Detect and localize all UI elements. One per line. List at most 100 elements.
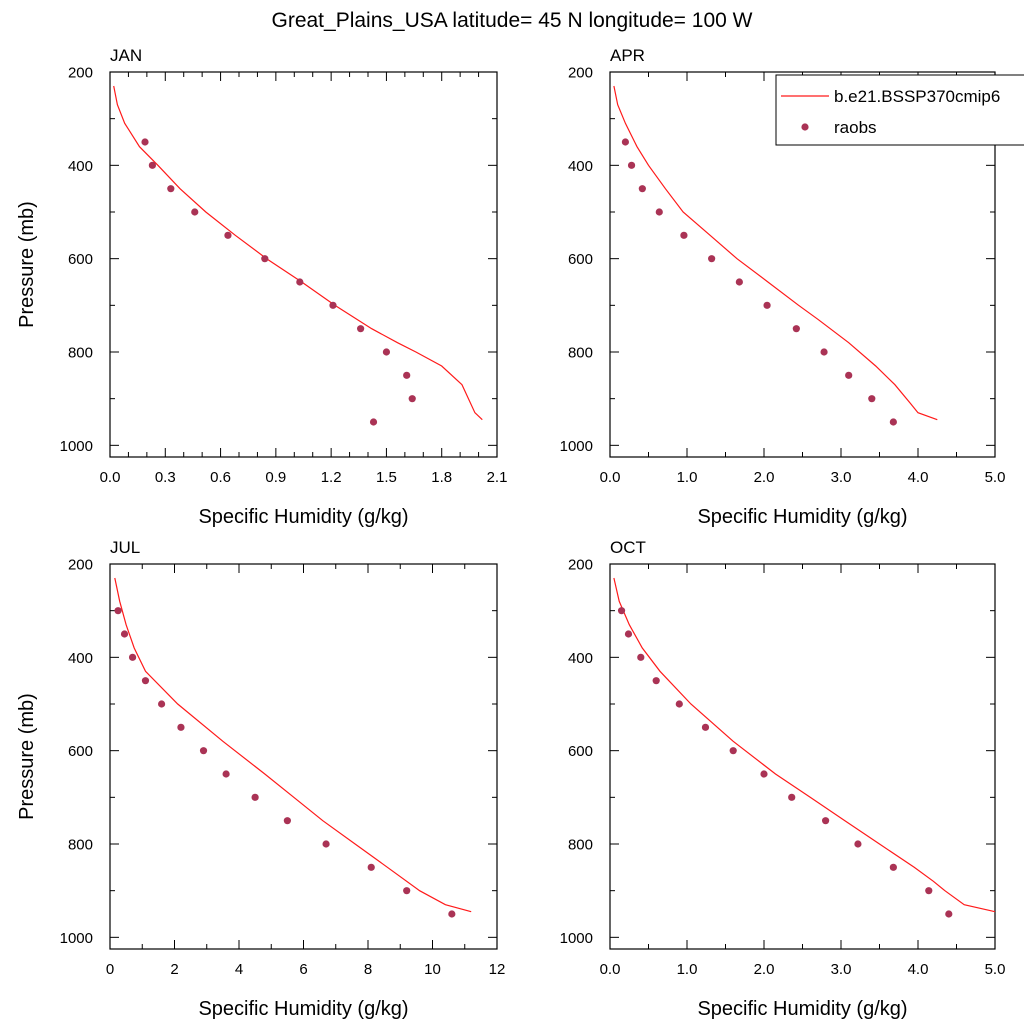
raobs-point bbox=[158, 700, 166, 708]
raobs-point bbox=[617, 607, 626, 615]
raobs-point bbox=[403, 887, 411, 895]
raobs-point bbox=[261, 255, 269, 263]
x-tick-label: 0.3 bbox=[155, 469, 176, 486]
raobs-point bbox=[322, 840, 330, 848]
panel-apr: 0.0 1.0 2.0 3.0 4.0 5.0 200 400 600 800 1000 APR Spe… bbox=[560, 46, 1006, 528]
x-tick-label: 4.0 bbox=[908, 961, 929, 978]
x-tick-label: 1.5 bbox=[376, 469, 397, 486]
x-tick-label: 1.2 bbox=[321, 469, 342, 486]
x-axis-label: Specific Humidity (g/kg) bbox=[697, 998, 907, 1020]
x-tick-label: 6 bbox=[299, 961, 307, 978]
raobs-point bbox=[652, 677, 660, 685]
raobs-point bbox=[729, 747, 737, 755]
y-tick-label: 200 bbox=[68, 557, 93, 574]
plot-frame bbox=[609, 563, 996, 950]
raobs-point bbox=[222, 770, 230, 778]
x-tick-label: 1.0 bbox=[677, 469, 698, 486]
x-tick-label: 0.0 bbox=[600, 961, 621, 978]
raobs-point bbox=[191, 208, 199, 216]
raobs-point bbox=[251, 793, 259, 801]
y-tick-label: 800 bbox=[568, 345, 593, 362]
raobs-point bbox=[735, 278, 743, 286]
raobs-point bbox=[177, 723, 185, 731]
y-tick-label: 1000 bbox=[560, 930, 593, 947]
legend-model-label: b.e21.BSSP370cmip6 bbox=[834, 87, 1000, 106]
x-tick-label: 2.0 bbox=[754, 469, 775, 486]
panel-label: APR bbox=[610, 46, 645, 65]
y-tick-label: 1000 bbox=[60, 930, 93, 947]
model-profile-line bbox=[114, 577, 472, 913]
y-axis-label: Pressure (mb) bbox=[16, 201, 38, 328]
raobs-point bbox=[637, 653, 645, 661]
figure-title: Great_Plains_USA latitude= 45 N longitud… bbox=[272, 9, 753, 32]
x-tick-label: 4 bbox=[235, 961, 243, 978]
raobs-point bbox=[638, 185, 646, 193]
raobs-point bbox=[329, 301, 337, 309]
x-tick-label: 0.6 bbox=[210, 469, 231, 486]
x-tick-label: 4.0 bbox=[908, 469, 929, 486]
y-tick-label: 600 bbox=[68, 251, 93, 268]
x-tick-label: 5.0 bbox=[985, 961, 1006, 978]
legend: b.e21.BSSP370cmip6 raobs bbox=[775, 74, 1024, 146]
legend-box bbox=[775, 74, 1024, 146]
x-tick-label: 2 bbox=[170, 961, 178, 978]
raobs-point bbox=[141, 138, 149, 146]
panel-label: OCT bbox=[610, 538, 646, 557]
model-profile-line bbox=[113, 85, 483, 421]
x-tick-label: 3.0 bbox=[831, 469, 852, 486]
x-tick-label: 8 bbox=[364, 961, 372, 978]
raobs-point bbox=[820, 348, 828, 356]
raobs-point bbox=[408, 395, 416, 403]
raobs-point bbox=[675, 700, 683, 708]
x-tick-label: 0.0 bbox=[100, 469, 121, 486]
raobs-point bbox=[889, 418, 897, 426]
x-axis-label: Specific Humidity (g/kg) bbox=[198, 998, 408, 1020]
panels: 0.0 0.3 0.6 0.9 1.2 1.5 1.8 2.12004006008001000… bbox=[16, 46, 1005, 1020]
y-tick-label: 200 bbox=[568, 557, 593, 574]
x-tick-label: 1.0 bbox=[677, 961, 698, 978]
y-tick-label: 600 bbox=[568, 251, 593, 268]
raobs-point bbox=[141, 677, 150, 685]
y-tick-label: 800 bbox=[68, 837, 93, 854]
x-tick-label: 3.0 bbox=[831, 961, 852, 978]
panel-oct: 0.0 1.0 2.0 3.0 4.0 5.0 200 400 600 800 1000 OCT Spe… bbox=[560, 538, 1006, 1020]
raobs-point bbox=[128, 653, 137, 661]
y-tick-label: 800 bbox=[568, 837, 593, 854]
panel-label: JAN bbox=[110, 46, 142, 65]
x-axis-label: Specific Humidity (g/kg) bbox=[697, 506, 907, 528]
x-tick-label: 2.0 bbox=[754, 961, 775, 978]
y-tick-label: 400 bbox=[568, 158, 593, 175]
raobs-point bbox=[845, 371, 853, 379]
y-tick-label: 1000 bbox=[560, 438, 593, 455]
raobs-point bbox=[120, 630, 129, 638]
raobs-point bbox=[367, 863, 375, 871]
x-tick-label: 10 bbox=[424, 961, 441, 978]
raobs-point bbox=[788, 793, 796, 801]
raobs-point bbox=[199, 747, 208, 755]
model-profile-line bbox=[613, 577, 996, 913]
raobs-point bbox=[763, 301, 771, 309]
raobs-point bbox=[868, 395, 876, 403]
y-tick-label: 400 bbox=[68, 158, 93, 175]
x-tick-label: 2.1 bbox=[487, 469, 508, 486]
raobs-point bbox=[627, 161, 636, 169]
raobs-point bbox=[655, 208, 663, 216]
raobs-point bbox=[403, 371, 411, 379]
y-tick-label: 1000 bbox=[60, 438, 93, 455]
x-tick-label: 0.0 bbox=[600, 469, 621, 486]
legend-obs-label: raobs bbox=[834, 118, 877, 137]
x-axis-label: Specific Humidity (g/kg) bbox=[198, 506, 408, 528]
raobs-point bbox=[382, 348, 391, 356]
x-tick-label: 5.0 bbox=[985, 469, 1006, 486]
y-axis-label: Pressure (mb) bbox=[16, 693, 38, 820]
raobs-point bbox=[889, 863, 897, 871]
raobs-point bbox=[148, 161, 156, 169]
y-tick-label: 600 bbox=[68, 743, 93, 760]
raobs-point bbox=[624, 630, 633, 638]
y-tick-label: 200 bbox=[568, 65, 593, 82]
raobs-point bbox=[621, 138, 630, 146]
y-tick-label: 800 bbox=[68, 345, 93, 362]
raobs-point bbox=[925, 887, 933, 895]
y-tick-label: 400 bbox=[568, 650, 593, 667]
